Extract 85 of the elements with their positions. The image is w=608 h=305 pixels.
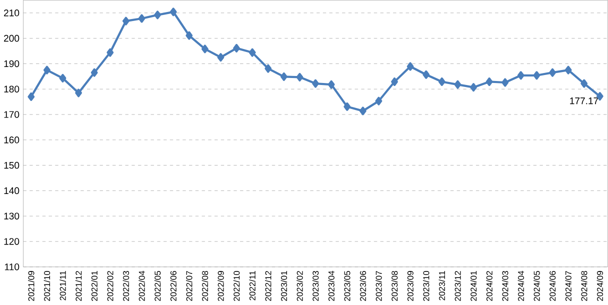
- x-tick-label: 2023/11: [438, 271, 446, 300]
- x-tick-label: 2023/04: [328, 270, 334, 301]
- x-tick-label: 2023/03: [312, 271, 319, 301]
- point: [344, 102, 351, 111]
- x-tick-label: 2022/04: [138, 270, 145, 301]
- point: [564, 66, 572, 74]
- point: [391, 78, 398, 86]
- point: [502, 78, 509, 87]
- point: [28, 92, 35, 102]
- point: [248, 48, 256, 57]
- x-tick-label: 2022/01: [91, 271, 98, 301]
- x-tick-label: 2022/11: [249, 271, 256, 300]
- y-tick-label: 150: [4, 162, 20, 169]
- point: [154, 10, 161, 20]
- point: [517, 71, 524, 80]
- point: [328, 80, 335, 89]
- point: [359, 106, 366, 116]
- point: [312, 79, 319, 88]
- y-tick-label: 130: [4, 212, 20, 220]
- y-tick-label: 210: [4, 10, 20, 16]
- x-tick-label: 2024/06: [549, 271, 556, 301]
- point: [422, 70, 430, 79]
- x-tick-label: 2023/05: [344, 271, 350, 301]
- x-tick-label: 2021/10: [44, 271, 50, 301]
- point: [90, 68, 98, 77]
- x-tick-label: 2022/10: [233, 271, 240, 301]
- x-tick-label: 2021/12: [75, 271, 82, 301]
- x-tick-label: 2022/02: [107, 271, 114, 301]
- x-tick-label: 2023/09: [407, 271, 414, 301]
- x-tick-label: 2024/07: [565, 271, 572, 301]
- data-label: 177.17: [570, 98, 598, 104]
- point: [43, 66, 50, 74]
- point: [75, 88, 82, 98]
- point: [264, 64, 272, 73]
- x-tick-label: 2023/02: [296, 271, 303, 301]
- x-tick-label: 2024/01: [470, 271, 477, 301]
- point: [233, 44, 240, 53]
- point: [170, 8, 177, 16]
- point: [201, 44, 208, 54]
- point: [454, 80, 462, 89]
- point: [470, 83, 477, 92]
- x-tick-label: 2022/06: [170, 271, 176, 301]
- y-tick-label: 160: [4, 136, 20, 144]
- x-tick-label: 2022/08: [202, 271, 208, 301]
- x-tick-label: 2023/08: [391, 271, 398, 301]
- x-tick-label: 2021/09: [28, 271, 34, 301]
- x-tick-label: 2021/11: [60, 271, 66, 300]
- point: [438, 78, 446, 86]
- x-tick-label: 2024/04: [518, 270, 524, 301]
- point: [486, 78, 493, 86]
- x-tick-label: 2024/08: [580, 271, 588, 301]
- x-tick-label: 2023/12: [454, 271, 461, 301]
- point: [406, 62, 414, 71]
- y-tick-label: 180: [4, 86, 20, 93]
- x-tick-label: 2023/06: [360, 271, 366, 301]
- point: [280, 72, 288, 81]
- point: [549, 68, 556, 77]
- point: [296, 72, 304, 82]
- y-tick-label: 110: [4, 264, 20, 270]
- x-tick-label: 2024/03: [502, 271, 508, 301]
- point: [580, 79, 588, 88]
- x-tick-label: 2023/10: [422, 271, 430, 301]
- point: [533, 71, 540, 80]
- y-tick-label: 170: [4, 111, 20, 118]
- y-tick-label: 140: [4, 187, 20, 194]
- x-tick-label: 2023/07: [376, 271, 382, 301]
- x-tick-label: 2024/05: [534, 271, 540, 301]
- y-tick-label: 120: [4, 238, 20, 245]
- x-tick-label: 2022/03: [122, 271, 130, 301]
- x-tick-label: 2022/07: [186, 271, 192, 301]
- x-tick-label: 2023/01: [280, 271, 288, 301]
- y-tick-label: 190: [4, 60, 20, 68]
- x-tick-label: 2022/05: [154, 271, 161, 301]
- point: [106, 48, 114, 57]
- point: [59, 74, 66, 82]
- point: [186, 31, 193, 40]
- point: [375, 96, 382, 106]
- point: [217, 53, 224, 62]
- x-tick-label: 2022/12: [265, 271, 272, 301]
- x-tick-label: 2022/09: [218, 271, 224, 301]
- point: [138, 14, 146, 23]
- y-tick-label: 200: [4, 34, 20, 42]
- x-tick-label: 2024/02: [486, 271, 492, 301]
- point: [122, 16, 130, 26]
- x-tick-label: 2024/09: [596, 271, 604, 301]
